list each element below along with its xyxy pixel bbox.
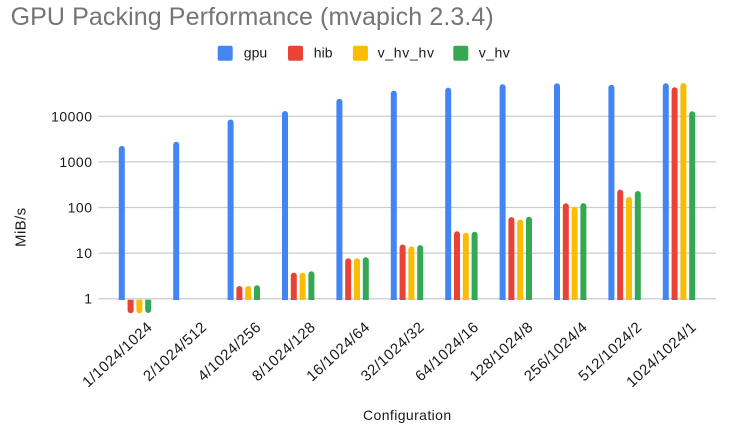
svg-text:gpu: gpu <box>244 45 267 61</box>
svg-text:100: 100 <box>68 200 93 216</box>
svg-text:MiB/s: MiB/s <box>13 207 30 247</box>
svg-text:1: 1 <box>84 291 92 307</box>
svg-text:10: 10 <box>76 245 93 261</box>
svg-text:Configuration: Configuration <box>363 407 451 423</box>
svg-text:1000: 1000 <box>59 154 92 170</box>
svg-text:hib: hib <box>314 45 333 61</box>
svg-text:GPU Packing Performance (mvapi: GPU Packing Performance (mvapich 2.3.4) <box>11 3 494 31</box>
svg-text:v_hv_hv: v_hv_hv <box>378 45 435 61</box>
svg-text:v_hv: v_hv <box>479 45 511 61</box>
svg-text:10000: 10000 <box>51 108 92 124</box>
